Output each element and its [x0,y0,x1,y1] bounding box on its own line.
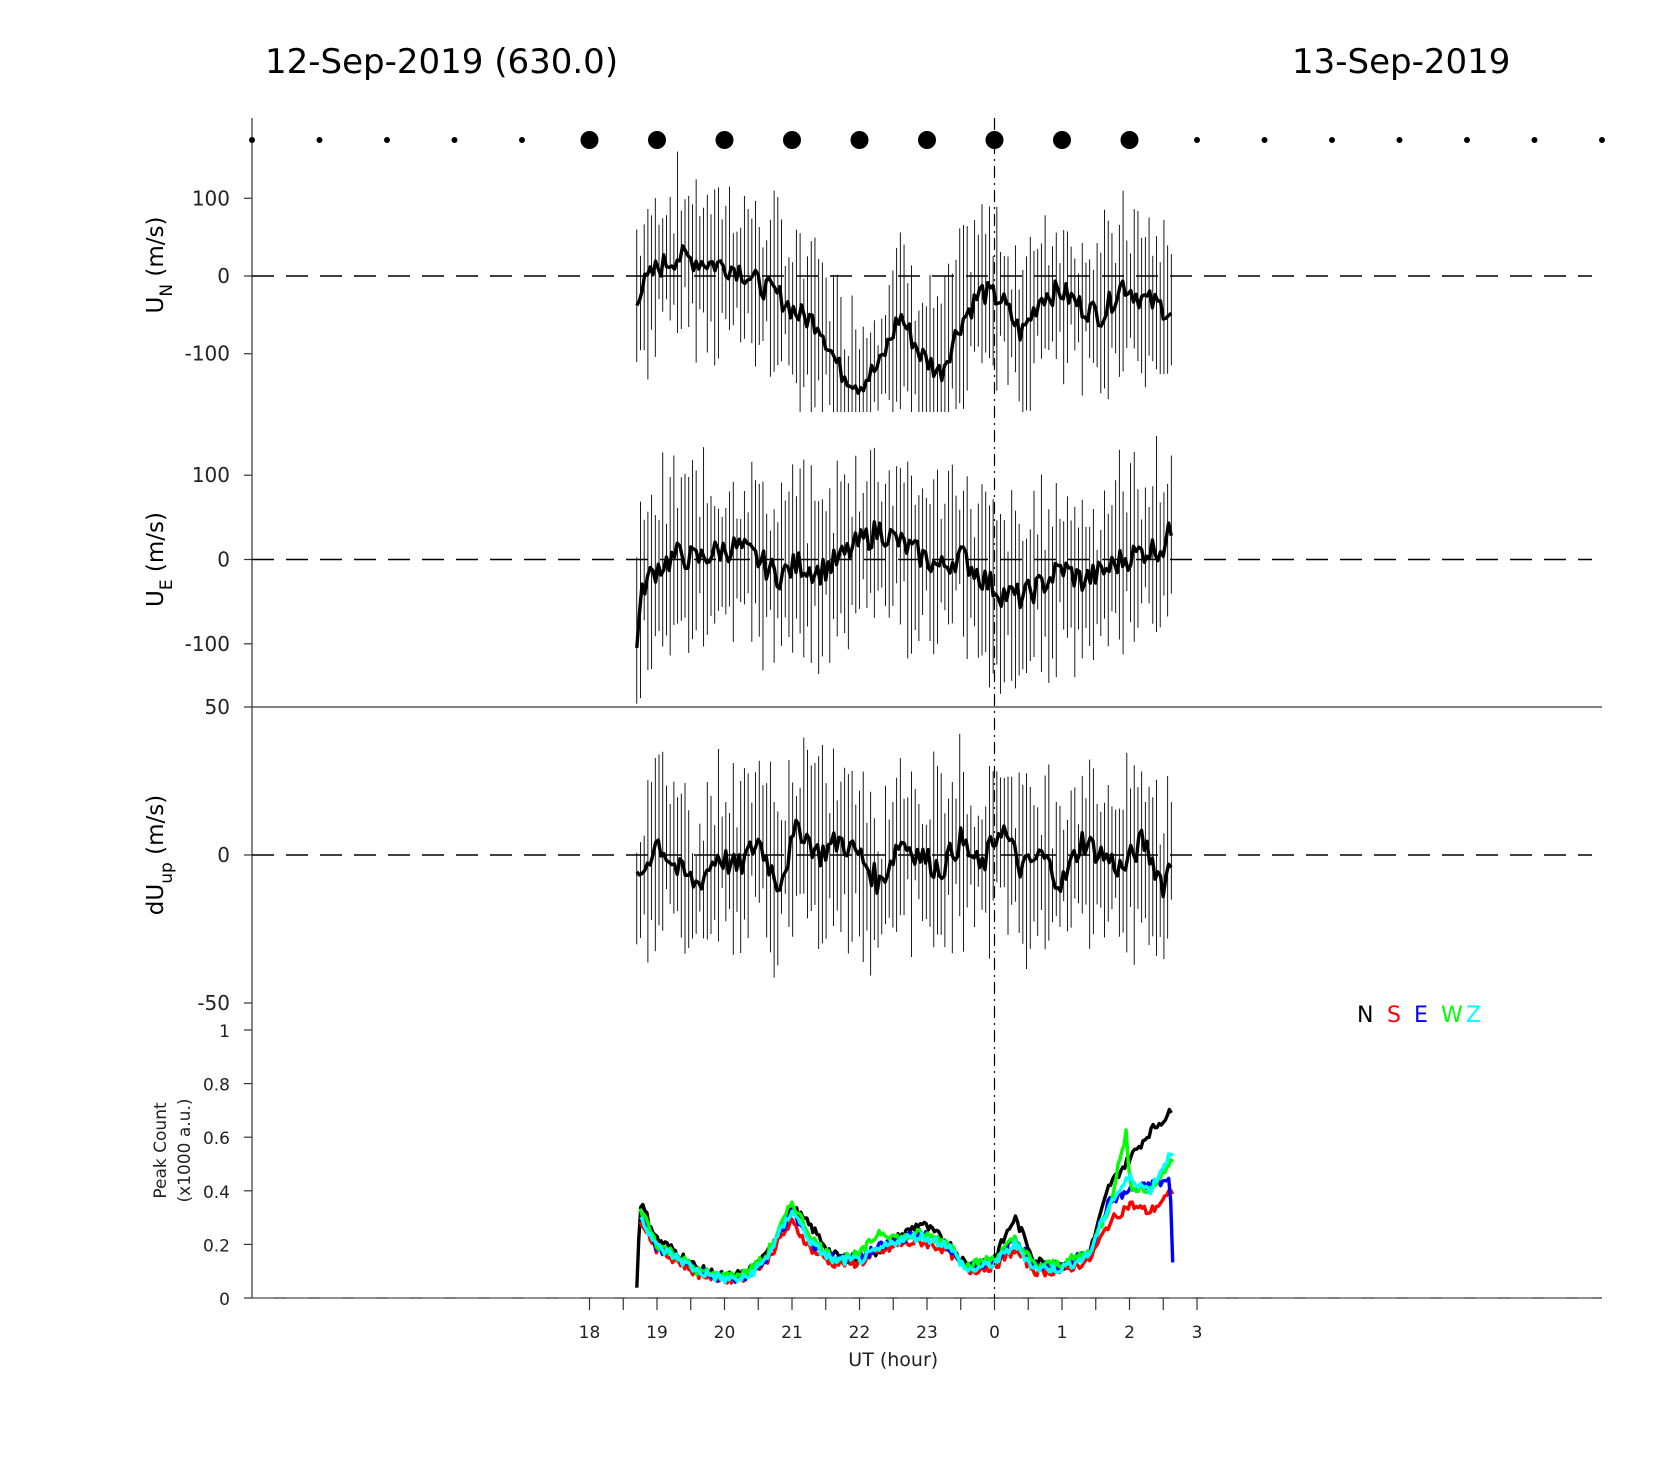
marker-dot [1464,137,1470,143]
large-marker-dot [850,131,869,149]
marker-dot [519,137,525,143]
y-label-UE: UE (m/s) [143,512,177,607]
date-left: 12-Sep-2019 (630.0) [265,42,619,82]
y-tick-label-UN: 100 [192,186,230,210]
y-tick-label-UN: 0 [217,264,230,288]
x-tick-label: 23 [916,1323,938,1343]
x-tick-label: 21 [781,1323,803,1343]
x-tick-label: 1 [1057,1323,1068,1343]
marker-dot [1329,137,1335,143]
x-tick-label: 20 [714,1323,736,1343]
large-marker-dot [1053,131,1071,149]
large-marker-dot [1120,131,1139,149]
y-label-peak-unit: (x1000 a.u.) [175,1099,195,1203]
large-marker-dot [648,131,666,149]
legend-S: S [1387,1003,1401,1028]
y-tick-label-dUup: 0 [217,843,230,867]
marker-dot [1261,137,1268,143]
legend-W: W [1441,1003,1463,1028]
y-tick-label-UE: 100 [192,463,230,487]
y-label-UN: UN (m/s) [143,217,177,314]
series-line-dUup [635,818,1173,899]
date-right: 13-Sep-2019 [1292,42,1511,82]
legend-Z: Z [1466,1003,1481,1028]
x-tick-label: 3 [1192,1323,1203,1343]
y-tick-label-UE: 0 [217,548,230,572]
y-label-dUup: dUup (m/s) [143,795,177,915]
y-tick-label-peak: 0.6 [203,1129,230,1149]
y-tick-label-dUup: 50 [205,695,230,719]
y-tick-label-peak: 0.8 [203,1076,230,1096]
x-tick-label: 22 [849,1323,871,1343]
large-marker-dot [783,131,801,149]
y-tick-label-peak: 0.2 [203,1236,230,1256]
large-marker-dot [985,131,1004,149]
marker-dot [1599,137,1605,143]
marker-dot [384,137,390,143]
x-tick-label: 0 [989,1323,1000,1343]
x-tick-label: 19 [646,1323,668,1343]
y-label-peak: Peak Count [151,1102,171,1199]
series-line-UN [635,244,1173,395]
y-tick-label-peak: 1 [219,1022,230,1042]
y-tick-label-peak: 0.4 [203,1183,230,1203]
y-tick-label-dUup: -50 [197,991,230,1015]
x-axis-label: UT (hour) [848,1349,938,1371]
y-tick-label-UE: -100 [185,632,230,656]
large-marker-dot [918,131,936,149]
marker-dot [1396,137,1403,143]
large-marker-dot [715,131,734,149]
legend-N: N [1357,1003,1373,1028]
marker-dot [1194,137,1200,143]
series-line-Z [639,1152,1174,1285]
x-tick-label: 2 [1124,1323,1135,1343]
x-tick-label: 18 [579,1323,601,1343]
large-marker-dot [580,131,599,149]
legend-E: E [1414,1003,1428,1028]
series-line-UE [635,520,1173,649]
marker-dot [1531,137,1538,143]
marker-dot [316,137,323,143]
y-tick-label-peak: 0 [219,1290,230,1310]
marker-dot [249,137,255,143]
y-tick-label-UN: -100 [185,342,230,366]
marker-dot [451,137,458,143]
